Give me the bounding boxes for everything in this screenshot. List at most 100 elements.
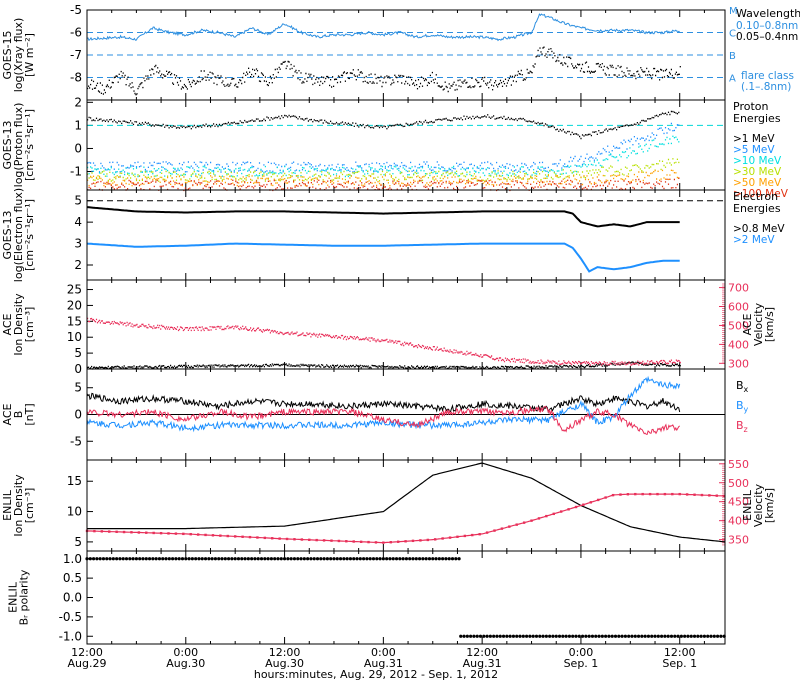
- data-point: [666, 634, 670, 638]
- data-point: [545, 514, 548, 518]
- xtick-label-day: Aug.31: [463, 657, 502, 670]
- flare-class-letter: M: [729, 6, 738, 17]
- data-point: [590, 634, 595, 638]
- series->10 MeV-trace: [87, 135, 680, 178]
- ace-density-velocity-ylabel: ACE: [1, 313, 14, 335]
- data-point: [365, 557, 369, 561]
- data-point: [355, 557, 359, 561]
- data-point: [441, 537, 444, 540]
- data-point: [122, 530, 126, 534]
- data-point: [375, 557, 379, 561]
- data-point: [171, 557, 175, 561]
- data-point: [190, 557, 194, 561]
- data-point: [345, 540, 348, 543]
- ace-density-velocity-ytick-label: 5: [74, 346, 82, 360]
- xtick-label-time: 12:00: [269, 646, 301, 659]
- data-point: [577, 634, 581, 638]
- data-point: [454, 557, 458, 561]
- data-point: [256, 557, 260, 561]
- series->30 MeV-trace: [87, 158, 680, 182]
- data-point: [646, 634, 651, 638]
- data-point: [421, 557, 425, 561]
- data-point: [105, 557, 109, 561]
- data-point: [676, 634, 680, 638]
- ace-b-ylabel: B: [12, 411, 25, 419]
- data-point: [385, 557, 389, 561]
- xtick-label-day: Sep. 1: [662, 657, 697, 670]
- data-point: [152, 531, 155, 535]
- data-point: [338, 557, 343, 561]
- data-point: [161, 557, 165, 561]
- enlil-density-velocity-ylabel: Ion Density: [12, 474, 25, 537]
- data-point: [88, 557, 92, 561]
- xtick-label-day: Aug.31: [364, 657, 403, 670]
- data-point: [633, 634, 637, 638]
- data-point: [362, 557, 366, 561]
- series-Velocity-trace: [87, 317, 681, 366]
- data-point: [574, 505, 578, 509]
- x-axis-label: hours:minutes, Aug. 29, 2012 - Sep. 1, 2…: [254, 668, 498, 680]
- series-0.05–0.4nm-trace: [87, 46, 681, 96]
- data-point: [650, 634, 654, 638]
- enlil-polarity-ylabel: ENLIL: [7, 581, 20, 613]
- data-point: [345, 557, 349, 561]
- data-point: [424, 557, 428, 561]
- goes15-xray-ylabel: [W m⁻²]: [23, 33, 36, 77]
- data-point: [518, 634, 522, 638]
- data-point: [322, 557, 326, 561]
- data-point: [233, 535, 237, 538]
- series-0.10–0.8nm-trace: [86, 13, 680, 42]
- ace-b-ytick-label: 5: [74, 381, 82, 395]
- legend-item: >100 MeV: [733, 188, 789, 200]
- legend-item: >10 MeV: [733, 155, 782, 167]
- ace-density-velocity-ylabel: [cm⁻³]: [23, 307, 36, 343]
- data-point: [501, 634, 506, 638]
- data-point: [663, 492, 667, 496]
- goes15-xray-ytick-label: -7: [70, 48, 82, 62]
- data-point: [567, 508, 570, 511]
- data-point: [537, 517, 541, 520]
- series->2 MeV-line: [86, 242, 680, 273]
- data-point: [548, 634, 552, 638]
- data-point: [210, 557, 214, 561]
- data-point: [683, 634, 687, 638]
- data-point: [525, 634, 529, 638]
- data-point: [607, 634, 611, 638]
- data-point: [450, 557, 455, 561]
- data-point: [485, 531, 489, 534]
- data-point: [709, 634, 713, 638]
- ace-b-ytick-label: 0: [74, 408, 82, 422]
- data-point: [279, 557, 283, 561]
- data-point: [564, 634, 568, 638]
- data-point: [250, 557, 254, 561]
- ace-density-velocity-ytick-right-label: 400: [728, 338, 749, 351]
- data-point: [574, 634, 578, 638]
- data-point: [447, 557, 451, 561]
- data-point: [98, 557, 102, 561]
- data-point: [246, 557, 250, 561]
- legend-item: Bz: [736, 419, 748, 434]
- data-point: [352, 540, 355, 543]
- data-point: [130, 531, 133, 534]
- ace-density-velocity-ytick-label: 10: [67, 330, 82, 344]
- legend-item: >30 MeV: [733, 166, 782, 178]
- goes15-xray-ylabel: log(Xray flux): [12, 18, 25, 93]
- data-point: [634, 492, 637, 496]
- data-point: [329, 557, 333, 561]
- goes13-electron-ytick-label: 4: [74, 215, 82, 229]
- data-point: [182, 532, 185, 536]
- data-point: [521, 634, 525, 638]
- goes13-electron-ylabel: GOES-13: [1, 210, 14, 259]
- data-point: [243, 557, 247, 561]
- data-point: [492, 634, 496, 638]
- goes13-proton-ylabel: log(Proton flux): [12, 103, 25, 188]
- data-point: [478, 634, 483, 638]
- data-point: [259, 557, 264, 561]
- enlil-polarity-ytick-label: 1.0: [63, 552, 82, 566]
- data-point: [204, 533, 207, 537]
- data-point: [419, 539, 422, 542]
- data-point: [108, 557, 112, 561]
- ace-density-velocity-ylabel-right: [km/s]: [763, 307, 776, 342]
- xtick-label-time: 12:00: [664, 646, 696, 659]
- goes13-proton-ytick-label: -1: [70, 165, 82, 179]
